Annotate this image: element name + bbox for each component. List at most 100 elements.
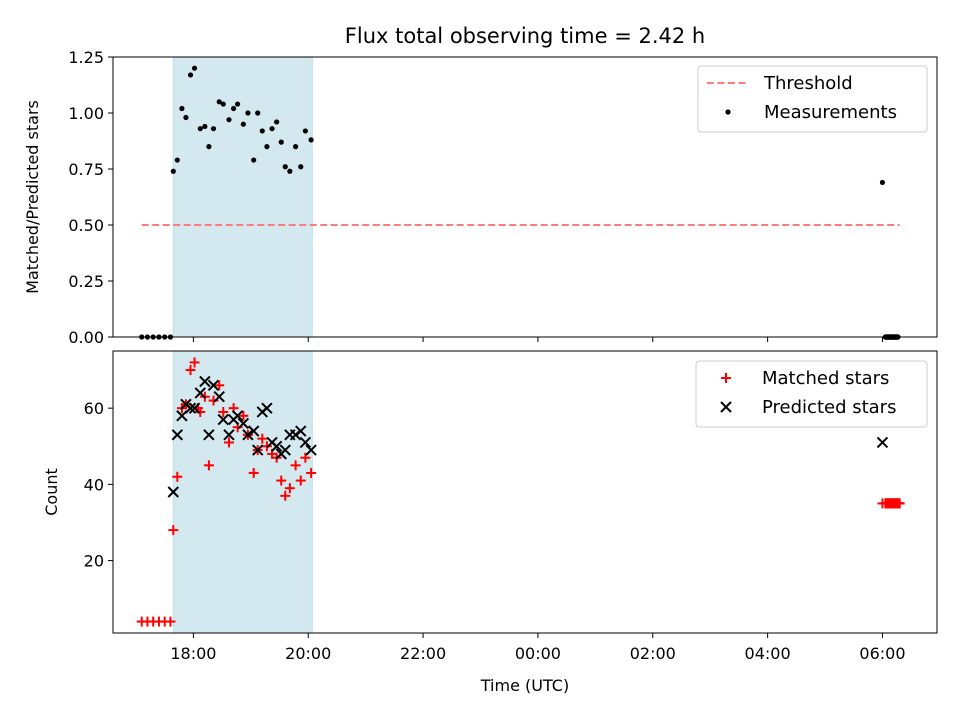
legend-label: Threshold (763, 73, 853, 94)
predicted-star-point (237, 417, 250, 430)
cross-stroke (217, 413, 229, 426)
matched-star-point (189, 357, 200, 368)
measurement-point (255, 110, 261, 116)
measurement-point (197, 126, 203, 132)
measurement-point (287, 168, 293, 174)
cross-stroke (876, 436, 889, 449)
count-data-layer (136, 357, 905, 627)
x-tick-label: 02:00 (630, 644, 676, 663)
measurement-point (191, 65, 198, 71)
legend-label: Matched stars (762, 368, 889, 389)
predicted-star-point (876, 436, 889, 449)
matched-star-point (306, 467, 317, 478)
predicted-star-point (295, 425, 307, 437)
legend-label: Predicted stars (762, 397, 896, 418)
cross-stroke (251, 444, 264, 456)
matched-star-point (280, 490, 291, 501)
legend-label: Measurements (764, 102, 897, 123)
measurement-point (235, 101, 241, 107)
matched-star-point (223, 437, 234, 448)
predicted-star-point (261, 402, 273, 414)
x-tick-label: 00:00 (515, 644, 561, 663)
legend-box (695, 360, 928, 428)
matched-star-point (894, 498, 905, 509)
cross-stroke (237, 417, 250, 430)
predicted-star-point (242, 429, 254, 441)
predicted-star-point (188, 402, 201, 414)
cross-stroke (270, 440, 283, 452)
ratio-y-axis-label: Matched/Predicted stars (23, 100, 42, 294)
x-tick-label: 18:00 (170, 644, 216, 663)
x-tick-label: 06:00 (859, 644, 905, 663)
predicted-star-point (194, 387, 206, 399)
measurement-point (210, 126, 217, 132)
matched-star-point (276, 475, 287, 486)
matched-star-point (185, 365, 196, 376)
measurement-point (183, 114, 189, 121)
matched-star-point (295, 475, 306, 486)
cross-stroke (261, 402, 273, 414)
x-tick-label: 22:00 (400, 644, 446, 663)
cross-stroke (295, 425, 307, 437)
y-tick-label: 0.00 (68, 328, 104, 347)
matched-star-point (168, 525, 179, 536)
matched-star-point (214, 380, 225, 391)
predicted-star-point (251, 444, 264, 456)
predicted-star-point (231, 410, 244, 422)
legend-box (697, 65, 928, 133)
predicted-star-point (279, 444, 291, 456)
measurement-point (274, 119, 280, 125)
measurement-point (240, 121, 246, 127)
predicted-star-point (217, 413, 229, 426)
matched-star-point (300, 452, 311, 463)
measurement-point (216, 99, 222, 105)
y-tick-label: 1.00 (68, 104, 104, 123)
predicted-star-point (203, 429, 215, 441)
measurement-point (170, 168, 176, 174)
predicted-star-point (270, 440, 283, 452)
cross-stroke (167, 486, 179, 498)
predicted-star-point (305, 444, 317, 456)
cross-stroke (184, 402, 197, 414)
matched-star-point (290, 460, 301, 471)
predicted-star-point (199, 375, 211, 388)
cross-stroke (194, 387, 206, 399)
measurement-point (293, 144, 299, 150)
measurement-point (179, 105, 185, 112)
x-tick-label: 04:00 (745, 644, 791, 663)
matched-star-point (248, 467, 259, 478)
matched-star-point (257, 433, 268, 444)
y-tick-label: 1.25 (68, 48, 104, 67)
measurement-point (251, 157, 257, 163)
predicted-star-point (213, 391, 225, 403)
y-tick-label: 40 (84, 475, 104, 494)
cross-stroke (247, 425, 260, 437)
legend-matched-swatch (721, 373, 731, 383)
cross-stroke (171, 429, 184, 441)
ratio-legend: Threshold Measurements (697, 65, 928, 133)
measurement-point (226, 117, 232, 123)
predicted-star-point (299, 436, 312, 449)
predicted-star-point (167, 486, 179, 498)
count-y-axis-label: Count (42, 468, 61, 516)
measurement-point (187, 72, 194, 78)
measurement-point (269, 126, 275, 132)
matched-star-point (203, 460, 214, 471)
predicted-star-point (223, 429, 235, 441)
cross-stroke (188, 402, 201, 414)
y-tick-label: 0.25 (68, 272, 104, 291)
cross-stroke (299, 436, 312, 449)
measurement-point (206, 144, 212, 150)
measurement-point (282, 164, 288, 170)
measurement-point (230, 105, 237, 112)
y-tick-label: 60 (84, 399, 104, 418)
matched-star-point (284, 483, 295, 494)
matched-star-point (218, 406, 229, 417)
cross-stroke (223, 429, 235, 441)
cross-stroke (203, 429, 215, 441)
y-tick-label: 0.50 (68, 216, 104, 235)
predicted-star-point (171, 429, 184, 441)
measurement-point (202, 123, 208, 130)
measurement-point (259, 128, 265, 134)
